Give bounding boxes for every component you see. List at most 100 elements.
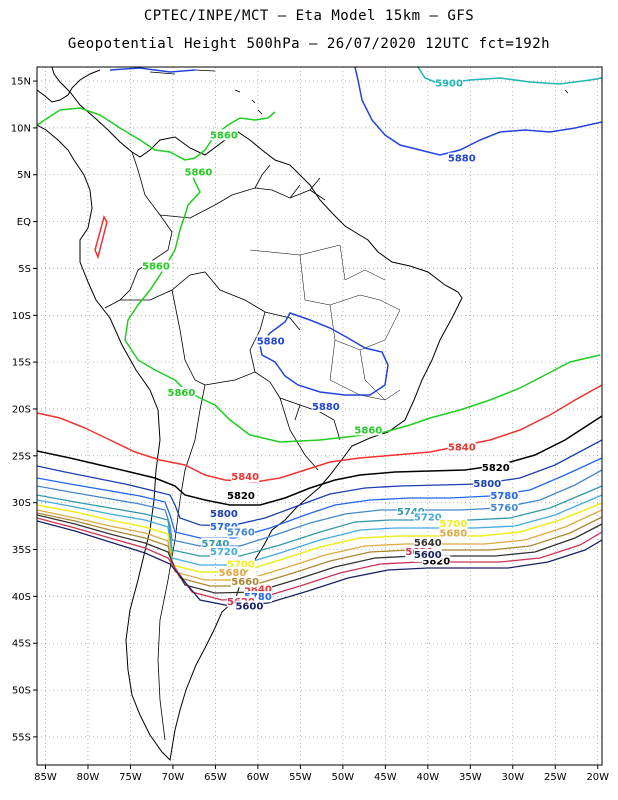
contour-label-bg xyxy=(413,536,442,548)
contour-label-bg xyxy=(413,549,442,561)
contour-5880-north xyxy=(109,67,602,156)
contour-label-bg xyxy=(235,600,264,612)
contour-label-5840: 5840 xyxy=(448,442,476,453)
contour-label-bg xyxy=(490,489,519,501)
lon-tick-label: 80W xyxy=(77,772,100,783)
map-frame xyxy=(36,66,603,766)
contour-label-5600: 5600 xyxy=(414,550,442,561)
contour-label-bg xyxy=(481,461,510,473)
contour-label-bg xyxy=(435,77,464,89)
contour-label-5700: 5700 xyxy=(439,519,467,530)
lat-tick-label: 15S xyxy=(12,358,31,369)
lat-tick-label: 40S xyxy=(12,592,31,603)
contour-5640 xyxy=(37,514,602,594)
contour-5900 xyxy=(417,67,602,85)
contour-label-5860: 5860 xyxy=(354,425,382,436)
lon-tick-label: 75W xyxy=(119,772,142,783)
contour-label-5700: 5700 xyxy=(227,559,255,570)
contour-label-5720: 5720 xyxy=(210,547,238,558)
contour-label-bg xyxy=(243,591,272,603)
contour-label-5600: 5600 xyxy=(235,602,263,613)
contour-label-bg xyxy=(490,502,519,514)
contour-label-bg xyxy=(184,166,213,178)
contour-label-bg xyxy=(218,566,247,578)
contour-label-5780: 5780 xyxy=(210,522,238,533)
contour-label-bg xyxy=(226,489,255,501)
contour-label-bg xyxy=(413,511,442,523)
contour-label-bg xyxy=(439,527,468,539)
lat-tick-label: 20S xyxy=(12,404,31,415)
map-title-line1: CPTEC/INPE/MCT – Eta Model 15km – GFS xyxy=(143,8,475,24)
contour-label-5820: 5820 xyxy=(227,491,255,502)
contour-label-5680: 5680 xyxy=(218,568,246,579)
lon-tick-label: 70W xyxy=(162,772,185,783)
lon-tick-label: 20W xyxy=(586,772,609,783)
contour-label-bg xyxy=(231,471,260,483)
lon-tick-label: 30W xyxy=(501,772,524,783)
contour-label-bg xyxy=(243,583,272,595)
contour-label-5880: 5880 xyxy=(448,154,476,165)
contour-label-5680: 5680 xyxy=(439,528,467,539)
contour-label-bg xyxy=(354,424,383,436)
contour-label-bg xyxy=(473,477,502,489)
contour-label-bg xyxy=(209,507,238,519)
lon-tick-label: 25W xyxy=(544,772,567,783)
contour-label-bg xyxy=(226,526,255,538)
lat-tick-label: 55S xyxy=(12,732,31,743)
lon-tick-label: 50W xyxy=(332,772,355,783)
contour-label-bg xyxy=(167,386,196,398)
contour-label-bg xyxy=(209,129,238,141)
lon-tick-label: 55W xyxy=(289,772,312,783)
lat-tick-label: 25S xyxy=(12,451,31,462)
axis-ticks: 15N 10N 5N EQ 5S 10S 15S 20S 25S 30S 35S 40S 45S 50S 5… xyxy=(11,77,609,783)
contour-label-5740: 5740 xyxy=(397,507,425,518)
contour-label-5880: 5880 xyxy=(257,336,285,347)
contour-label-bg xyxy=(422,555,451,567)
contour-5620 xyxy=(37,517,602,601)
contour-label-5900: 5900 xyxy=(435,79,463,90)
contour-label-bg xyxy=(141,260,170,272)
lat-tick-label: 50S xyxy=(12,686,31,697)
contour-label-5880: 5880 xyxy=(312,402,340,413)
contour-label-5860: 5860 xyxy=(210,130,238,141)
contour-label-bg xyxy=(226,558,255,570)
lon-tick-label: 60W xyxy=(247,772,270,783)
lat-tick-label: 15N xyxy=(11,77,31,88)
contour-label-bg xyxy=(201,537,230,549)
contour-label-bg xyxy=(231,576,260,588)
lat-lon-grid xyxy=(37,67,602,765)
contour-label-bg xyxy=(396,505,425,517)
ecuador-red-box xyxy=(94,215,108,260)
map-background xyxy=(37,67,602,765)
lat-tick-label: 45S xyxy=(12,639,31,650)
contour-label-5720: 5720 xyxy=(414,513,442,524)
lat-tick-label: 30S xyxy=(12,498,31,509)
lat-tick-label: 5S xyxy=(18,264,31,275)
contour-label-5840: 5840 xyxy=(244,585,272,596)
contour-labels: 5900 5880 5880 5880 5860 5860 5860 5860 5860 5840… xyxy=(141,77,519,613)
contour-5660 xyxy=(37,512,602,587)
contour-label-5640: 5640 xyxy=(414,538,442,549)
lat-tick-label: EQ xyxy=(17,217,31,228)
contour-label-5820: 5820 xyxy=(482,463,510,474)
lon-tick-label: 45W xyxy=(374,772,397,783)
contour-5840 xyxy=(37,384,602,483)
contour-label-5800: 5800 xyxy=(210,509,238,520)
contour-label-bg xyxy=(447,152,476,164)
lat-tick-label: 10N xyxy=(11,123,31,134)
lon-tick-label: 40W xyxy=(417,772,440,783)
contour-label-5760: 5760 xyxy=(490,503,518,514)
lon-tick-label: 85W xyxy=(34,772,57,783)
contour-label-5820: 5820 xyxy=(422,557,450,568)
contour-label-bg xyxy=(311,400,340,412)
state-borders xyxy=(249,244,401,401)
contour-label-bg xyxy=(209,546,238,558)
contour-5720 xyxy=(37,494,602,566)
lat-tick-label: 35S xyxy=(12,545,31,556)
contour-5680 xyxy=(37,509,602,581)
contour-label-5780: 5780 xyxy=(490,491,518,502)
contour-label-5780: 5780 xyxy=(244,592,272,603)
caribbean-islands xyxy=(149,69,569,115)
contour-label-5740: 5740 xyxy=(201,539,229,550)
